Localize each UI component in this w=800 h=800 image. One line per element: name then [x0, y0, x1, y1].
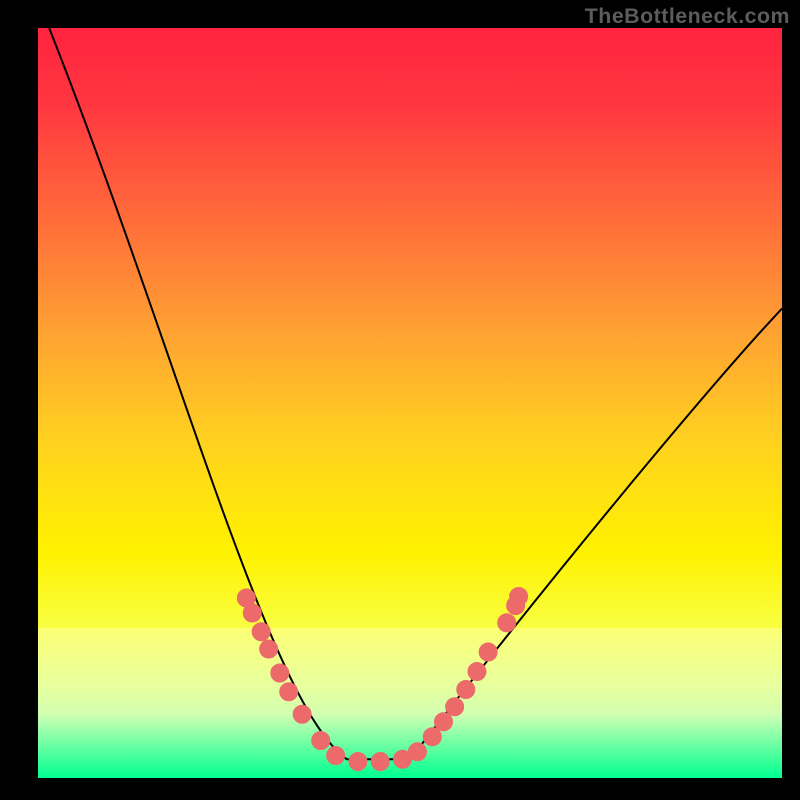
- marker-point: [434, 713, 452, 731]
- marker-point: [479, 643, 497, 661]
- marker-point: [423, 728, 441, 746]
- marker-point: [260, 640, 278, 658]
- pale-band: [38, 628, 782, 717]
- bottleneck-chart: [0, 0, 800, 800]
- marker-point: [243, 604, 261, 622]
- marker-point: [446, 698, 464, 716]
- marker-point: [293, 705, 311, 723]
- marker-point: [327, 747, 345, 765]
- marker-point: [468, 663, 486, 681]
- marker-point: [252, 623, 270, 641]
- marker-point: [271, 664, 289, 682]
- marker-point: [408, 743, 426, 761]
- marker-point: [312, 732, 330, 750]
- chart-stage: TheBottleneck.com: [0, 0, 800, 800]
- marker-point: [371, 753, 389, 771]
- marker-point: [349, 753, 367, 771]
- marker-point: [457, 681, 475, 699]
- marker-point: [280, 683, 298, 701]
- marker-point: [510, 588, 528, 606]
- marker-point: [498, 614, 516, 632]
